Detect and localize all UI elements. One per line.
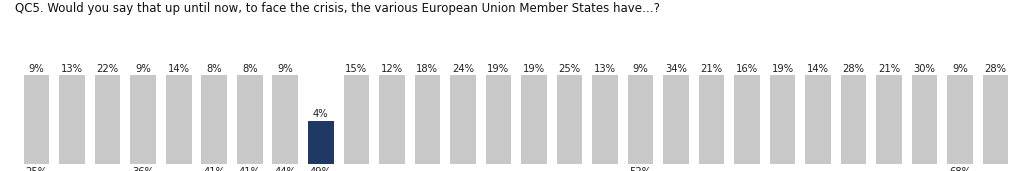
Text: 22%: 22% <box>96 64 119 74</box>
Bar <box>521 75 547 164</box>
Text: 8%: 8% <box>242 64 258 74</box>
Bar <box>734 75 760 164</box>
Text: 52%: 52% <box>630 167 651 171</box>
Text: 19%: 19% <box>487 64 509 74</box>
Text: 28%: 28% <box>843 64 864 74</box>
Text: 25%: 25% <box>558 64 581 74</box>
Bar <box>770 75 796 164</box>
Bar <box>450 75 475 164</box>
Text: 15%: 15% <box>345 64 368 74</box>
Text: 9%: 9% <box>633 64 648 74</box>
Text: 14%: 14% <box>168 64 189 74</box>
Text: 9%: 9% <box>135 64 152 74</box>
Text: 41%: 41% <box>239 167 261 171</box>
Bar <box>983 75 1009 164</box>
Bar <box>166 75 191 164</box>
Text: 12%: 12% <box>381 64 402 74</box>
Bar <box>130 75 156 164</box>
Text: 13%: 13% <box>61 64 83 74</box>
Bar <box>557 75 583 164</box>
Bar <box>95 75 121 164</box>
Bar <box>911 75 937 164</box>
Bar <box>415 75 440 164</box>
Text: 18%: 18% <box>417 64 438 74</box>
Bar <box>24 75 49 164</box>
Bar <box>841 75 866 164</box>
Text: 13%: 13% <box>594 64 615 74</box>
Bar <box>202 75 227 164</box>
Text: 14%: 14% <box>807 64 829 74</box>
Text: 21%: 21% <box>878 64 900 74</box>
Bar <box>805 75 830 164</box>
Bar <box>592 75 617 164</box>
Text: 24%: 24% <box>452 64 474 74</box>
Bar <box>237 75 262 164</box>
Text: 9%: 9% <box>278 64 293 74</box>
Text: 16%: 16% <box>736 64 758 74</box>
Text: 36%: 36% <box>132 167 155 171</box>
Text: 34%: 34% <box>665 64 687 74</box>
Text: 28%: 28% <box>984 64 1007 74</box>
Bar <box>59 75 85 164</box>
Text: 19%: 19% <box>771 64 794 74</box>
Bar <box>947 75 973 164</box>
Bar <box>628 75 653 164</box>
Bar <box>308 121 334 164</box>
Text: 25%: 25% <box>26 167 48 171</box>
Bar <box>664 75 689 164</box>
Bar <box>272 75 298 164</box>
Text: 9%: 9% <box>29 64 44 74</box>
Text: 41%: 41% <box>203 167 225 171</box>
Bar <box>877 75 902 164</box>
Text: 19%: 19% <box>523 64 545 74</box>
Bar <box>379 75 404 164</box>
Text: 49%: 49% <box>310 167 332 171</box>
Text: 30%: 30% <box>913 64 936 74</box>
Text: 8%: 8% <box>207 64 222 74</box>
Text: 9%: 9% <box>952 64 968 74</box>
Bar <box>485 75 511 164</box>
Text: 21%: 21% <box>700 64 723 74</box>
Bar <box>343 75 369 164</box>
Bar <box>698 75 724 164</box>
Text: 68%: 68% <box>949 167 971 171</box>
Text: 4%: 4% <box>313 109 329 119</box>
Text: QC5. Would you say that up until now, to face the crisis, the various European U: QC5. Would you say that up until now, to… <box>15 2 660 15</box>
Text: 44%: 44% <box>274 167 296 171</box>
